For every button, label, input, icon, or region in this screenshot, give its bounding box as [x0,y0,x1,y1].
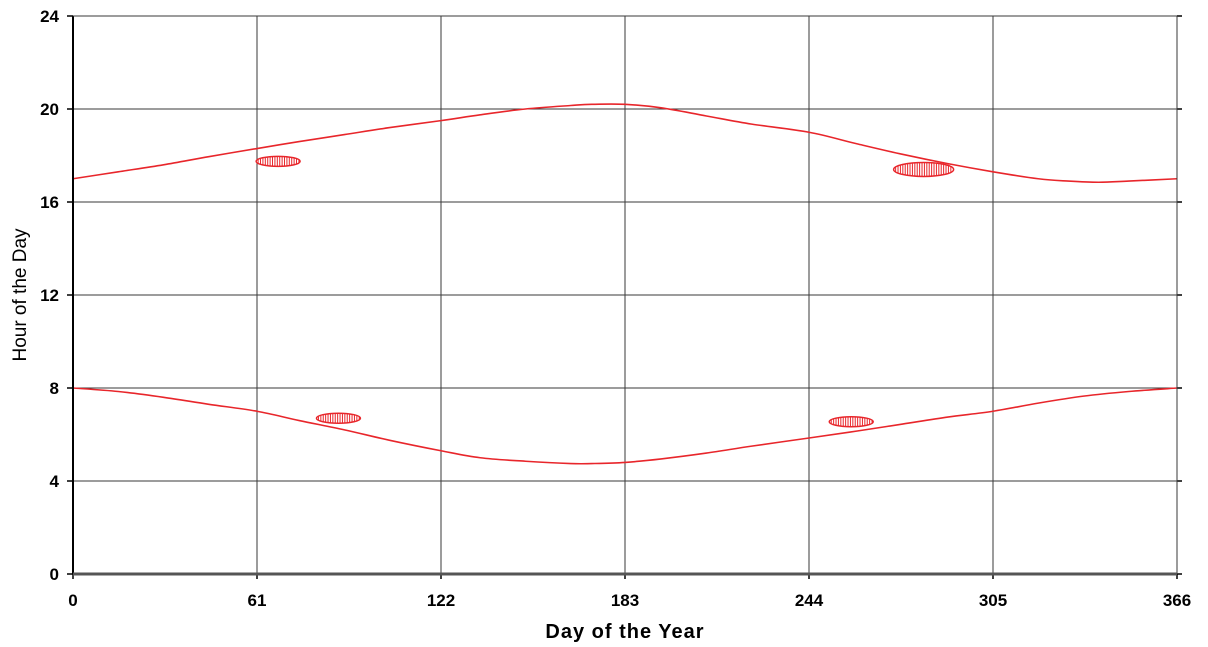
y-tick-label: 0 [50,565,59,584]
x-tick-label: 122 [427,591,455,610]
y-tick-label: 20 [40,100,59,119]
series-line-1 [72,103,1178,184]
x-axis-title: Day of the Year [545,621,704,643]
ellipse-marker [315,412,362,424]
y-tick-label: 8 [50,379,59,398]
y-tick-label: 4 [50,472,60,491]
tick-labels: 0 61 122 183 244 305 366 0 4 8 12 16 20 24 [40,7,1191,610]
axes [67,15,1182,579]
x-tick-label: 305 [979,591,1007,610]
series-layer [72,103,1178,465]
y-tick-label: 12 [40,286,59,305]
grid-lines [73,15,1178,574]
marker-layer [255,155,955,428]
x-tick-label: 366 [1163,591,1191,610]
series-line-2 [72,387,1178,465]
ellipse-marker [892,161,955,178]
x-tick-label: 183 [611,591,639,610]
x-tick-label: 244 [795,591,824,610]
x-tick-label: 61 [248,591,267,610]
x-tick-label: 0 [68,591,77,610]
ellipse-marker [828,415,874,428]
ellipse-marker [255,155,301,168]
y-tick-label: 24 [40,7,59,26]
y-axis-title: Hour of the Day [10,228,31,362]
y-tick-label: 16 [40,193,59,212]
